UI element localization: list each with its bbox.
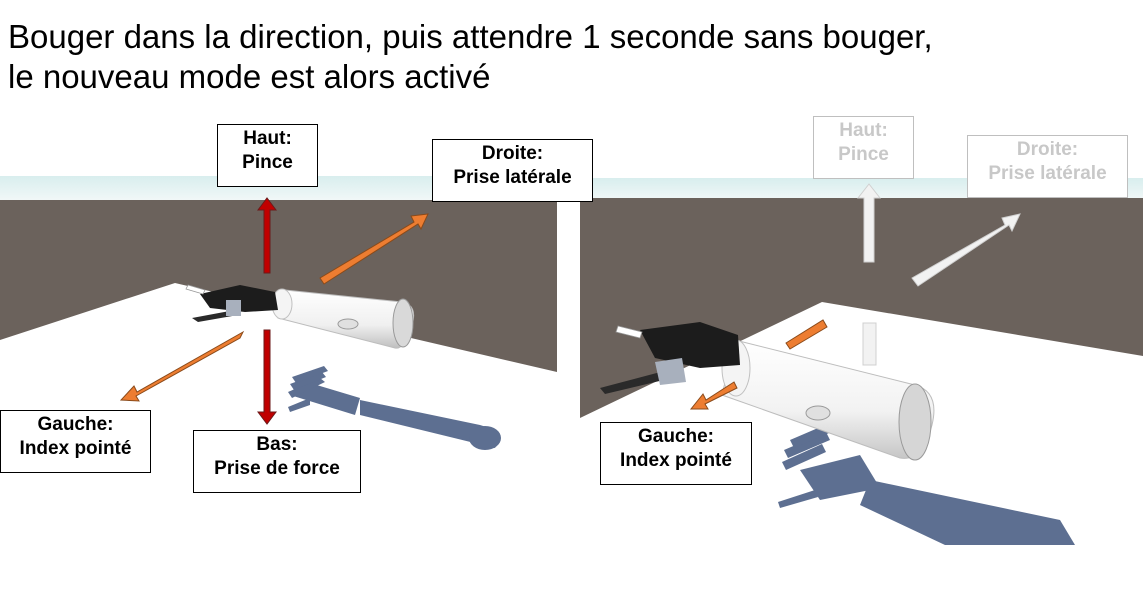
right-prosthesis-tube xyxy=(721,339,935,461)
left-label-left-title: Gauche: xyxy=(37,414,114,435)
right-robotic-hand xyxy=(600,322,740,394)
left-label-down-title: Bas: xyxy=(256,434,298,455)
left-arrow-left xyxy=(119,330,245,402)
right-label-left-title: Gauche: xyxy=(637,426,715,447)
left-thumb-block xyxy=(226,300,241,316)
right-label-up-mode: Pince xyxy=(838,144,889,165)
left-arrow-down xyxy=(257,329,277,425)
right-arm-shadow xyxy=(778,422,1075,545)
left-label-up-mode: Pince xyxy=(242,152,293,173)
left-arrow-up xyxy=(257,197,277,274)
right-label-up-title: Haut: xyxy=(839,120,888,141)
left-label-left: Gauche: Index pointé xyxy=(0,410,151,473)
left-robotic-hand xyxy=(185,284,278,322)
left-arrow-right xyxy=(319,213,429,285)
right-label-left-mode: Index pointé xyxy=(620,450,732,471)
left-label-down: Bas: Prise de force xyxy=(193,430,361,493)
right-arrow-right-active xyxy=(785,319,828,350)
right-label-right-mode: Prise latérale xyxy=(988,163,1107,184)
left-label-right-mode: Prise latérale xyxy=(453,167,572,188)
right-label-up: Haut: Pince xyxy=(813,116,914,179)
left-prosthesis-tube xyxy=(271,288,415,349)
right-thumb-block xyxy=(655,358,686,385)
right-arrow-down-faded xyxy=(862,322,877,366)
left-label-down-mode: Prise de force xyxy=(214,458,340,479)
right-label-left: Gauche: Index pointé xyxy=(600,422,752,485)
left-arm-shadow xyxy=(288,366,501,450)
left-label-up: Haut: Pince xyxy=(217,124,318,187)
instruction-line-2: le nouveau mode est alors activé xyxy=(8,58,491,95)
right-label-right: Droite: Prise latérale xyxy=(967,135,1128,198)
instruction-line-1: Bouger dans la direction, puis attendre … xyxy=(8,18,933,55)
left-ground-plane xyxy=(0,283,557,545)
left-label-right: Droite: Prise latérale xyxy=(432,139,593,202)
right-arrow-right-faded xyxy=(911,213,1021,287)
left-label-left-mode: Index pointé xyxy=(19,438,132,459)
left-label-right-title: Droite: xyxy=(481,143,544,164)
right-label-right-title: Droite: xyxy=(1016,139,1079,160)
left-label-up-title: Haut: xyxy=(243,128,292,149)
right-arrow-left-active xyxy=(689,381,738,410)
right-arrow-up-faded xyxy=(856,183,882,263)
